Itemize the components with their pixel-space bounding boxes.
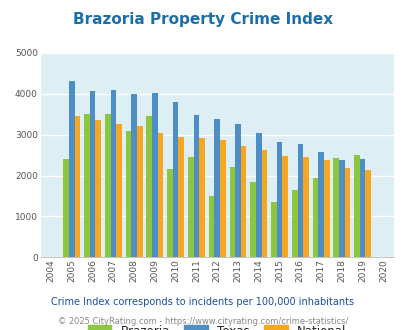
- Bar: [359, 159, 364, 257]
- Bar: [261, 150, 266, 257]
- Bar: [95, 120, 101, 257]
- Bar: [214, 119, 220, 257]
- Bar: [152, 93, 157, 257]
- Text: Brazoria Property Crime Index: Brazoria Property Crime Index: [73, 12, 332, 26]
- Bar: [126, 131, 131, 257]
- Bar: [157, 133, 163, 257]
- Bar: [344, 168, 350, 257]
- Bar: [136, 126, 142, 257]
- Bar: [297, 144, 303, 257]
- Bar: [63, 159, 69, 257]
- Bar: [255, 133, 261, 257]
- Bar: [84, 114, 90, 257]
- Bar: [146, 116, 152, 257]
- Bar: [276, 142, 281, 257]
- Bar: [354, 155, 359, 257]
- Bar: [90, 91, 95, 257]
- Bar: [364, 170, 370, 257]
- Bar: [110, 90, 116, 257]
- Bar: [75, 116, 80, 257]
- Bar: [250, 182, 255, 257]
- Bar: [199, 138, 205, 257]
- Bar: [240, 146, 246, 257]
- Bar: [193, 115, 199, 257]
- Bar: [338, 160, 344, 257]
- Bar: [131, 94, 136, 257]
- Bar: [234, 124, 240, 257]
- Bar: [178, 137, 183, 257]
- Bar: [229, 167, 234, 257]
- Bar: [291, 190, 297, 257]
- Bar: [167, 169, 173, 257]
- Bar: [281, 155, 287, 257]
- Bar: [318, 152, 323, 257]
- Bar: [104, 114, 110, 257]
- Bar: [208, 196, 214, 257]
- Bar: [220, 140, 225, 257]
- Bar: [303, 157, 308, 257]
- Bar: [333, 158, 338, 257]
- Text: Crime Index corresponds to incidents per 100,000 inhabitants: Crime Index corresponds to incidents per…: [51, 297, 354, 307]
- Text: © 2025 CityRating.com - https://www.cityrating.com/crime-statistics/: © 2025 CityRating.com - https://www.city…: [58, 317, 347, 326]
- Bar: [271, 202, 276, 257]
- Bar: [69, 82, 75, 257]
- Bar: [116, 124, 121, 257]
- Bar: [173, 102, 178, 257]
- Bar: [188, 157, 193, 257]
- Bar: [323, 160, 329, 257]
- Bar: [312, 178, 318, 257]
- Legend: Brazoria, Texas, National: Brazoria, Texas, National: [87, 325, 346, 330]
